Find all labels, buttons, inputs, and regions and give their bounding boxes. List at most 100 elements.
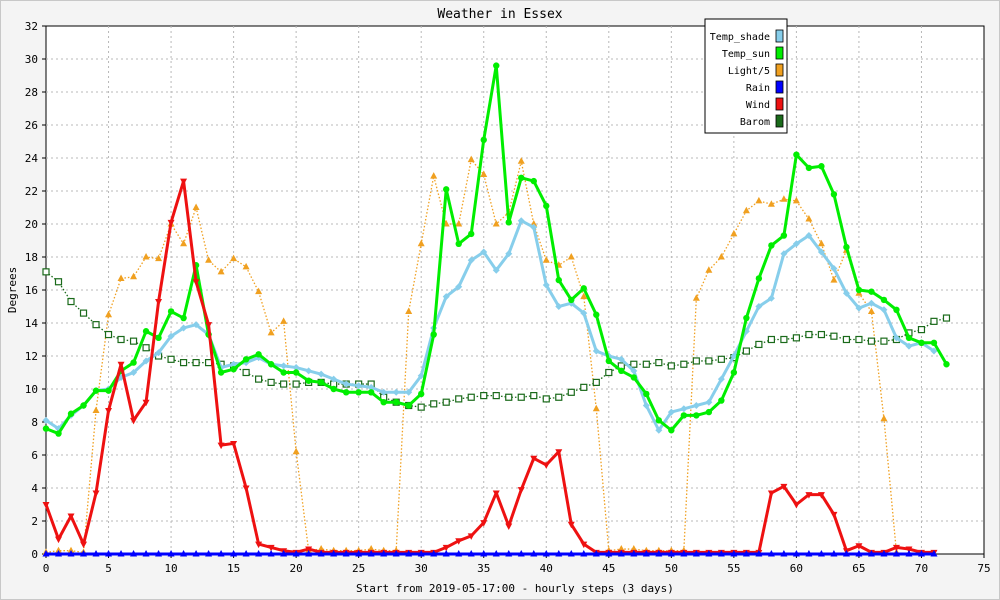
series-barom-point bbox=[542, 395, 550, 403]
series-rain bbox=[42, 550, 938, 557]
series-barom-point bbox=[580, 383, 588, 391]
series-rain-point bbox=[717, 550, 725, 557]
series-light-5-point bbox=[880, 414, 888, 422]
series-rain-point bbox=[817, 550, 825, 557]
series-light-5-point bbox=[455, 220, 463, 227]
series-wind-point bbox=[442, 544, 450, 552]
series-wind-point bbox=[80, 541, 88, 549]
legend-box bbox=[704, 18, 788, 134]
series-barom-point bbox=[505, 393, 513, 401]
series-temp-sun-point bbox=[280, 369, 287, 376]
legend-swatch bbox=[775, 80, 784, 94]
series-wind-point bbox=[492, 490, 500, 497]
series-light-5-point bbox=[730, 229, 738, 237]
series-rain-point bbox=[780, 550, 788, 557]
series-light-5-point bbox=[255, 287, 263, 295]
legend-swatch bbox=[775, 114, 784, 128]
series-group bbox=[42, 62, 951, 557]
series-barom-point bbox=[480, 392, 488, 400]
series-wind-point bbox=[155, 299, 163, 306]
series-rain-point bbox=[555, 550, 563, 557]
series-wind-point bbox=[192, 279, 200, 286]
series-barom-point bbox=[192, 359, 200, 367]
series-rain-point bbox=[142, 550, 150, 557]
series-temp-shade-point bbox=[280, 362, 288, 370]
series-rain-point bbox=[80, 550, 88, 557]
series-temp-shade-point bbox=[717, 375, 725, 383]
series-rain-point bbox=[342, 550, 350, 557]
series-barom-point bbox=[642, 360, 650, 368]
series-temp-sun-point bbox=[267, 361, 275, 368]
series-rain-point bbox=[117, 550, 125, 557]
series-light-5-point bbox=[430, 172, 438, 179]
series-rain-point bbox=[417, 550, 425, 557]
series-light-5-point bbox=[692, 294, 700, 301]
series-temp-shade-point bbox=[392, 388, 400, 396]
series-rain-point bbox=[355, 550, 363, 557]
series-barom-point bbox=[680, 360, 688, 368]
series-temp-sun-point bbox=[718, 397, 725, 404]
series-barom-point bbox=[292, 380, 300, 388]
x-tick-label: 30 bbox=[415, 562, 428, 575]
series-temp-shade-point bbox=[380, 388, 388, 396]
x-tick-label: 20 bbox=[290, 562, 303, 575]
series-rain-point bbox=[605, 550, 613, 557]
series-wind-point bbox=[792, 502, 800, 509]
series-light-5-point bbox=[142, 253, 150, 260]
series-rain-point bbox=[567, 550, 575, 557]
series-rain-point bbox=[505, 550, 513, 557]
series-temp-sun-point bbox=[92, 387, 100, 394]
series-barom-point bbox=[830, 332, 838, 340]
series-wind-point bbox=[830, 511, 838, 519]
series-temp-shade-point bbox=[655, 426, 663, 434]
legend-swatch bbox=[775, 46, 784, 60]
series-temp-shade-point bbox=[642, 402, 650, 409]
series-barom-point bbox=[42, 268, 50, 276]
series-wind-point bbox=[480, 520, 488, 527]
x-tick-label: 45 bbox=[602, 562, 615, 575]
series-rain-point bbox=[280, 550, 288, 557]
series-temp-sun-point bbox=[130, 359, 137, 366]
series-barom-point bbox=[867, 337, 876, 345]
series-temp-shade-point bbox=[505, 250, 513, 258]
y-tick-label: 6 bbox=[31, 449, 38, 462]
series-wind-point bbox=[255, 541, 263, 549]
series-temp-sun-point bbox=[843, 243, 850, 251]
series-temp-shade-point bbox=[467, 256, 475, 264]
series-wind-point bbox=[542, 462, 550, 469]
legend-label: Temp_shade bbox=[710, 32, 770, 43]
series-light-5-point bbox=[567, 253, 575, 260]
y-tick-label: 16 bbox=[25, 284, 38, 297]
series-temp-sun-point bbox=[593, 311, 600, 318]
y-tick-label: 30 bbox=[25, 53, 38, 66]
series-temp-shade-point bbox=[630, 367, 638, 375]
series-temp-sun-point bbox=[255, 351, 262, 358]
series-temp-sun-point bbox=[555, 276, 562, 284]
series-rain-point bbox=[492, 550, 500, 557]
y-tick-label: 24 bbox=[25, 152, 39, 165]
series-wind-point bbox=[517, 487, 525, 494]
series-temp-sun-point bbox=[880, 296, 888, 304]
series-temp-sun-point bbox=[780, 232, 788, 239]
series-temp-shade-point bbox=[142, 357, 150, 365]
series-light-5-point bbox=[705, 266, 713, 273]
series-temp-sun-point bbox=[518, 174, 525, 181]
series-barom-point bbox=[79, 309, 88, 317]
series-light-5-point bbox=[517, 157, 525, 164]
series-light-5-point bbox=[467, 155, 475, 163]
series-light-5-point bbox=[280, 317, 288, 324]
series-rain-point bbox=[155, 550, 163, 557]
series-temp-shade-point bbox=[692, 402, 700, 409]
legend-label: Light/5 bbox=[728, 66, 770, 77]
series-temp-shade-point bbox=[167, 332, 175, 340]
series-rain-point bbox=[530, 550, 538, 557]
series-rain-point bbox=[880, 550, 888, 557]
y-tick-label: 4 bbox=[31, 482, 38, 495]
series-barom-point bbox=[742, 347, 750, 355]
series-temp-sun-point bbox=[317, 379, 325, 386]
series-rain-point bbox=[842, 550, 850, 557]
series-wind-point bbox=[530, 455, 538, 463]
series-temp-shade-point bbox=[42, 416, 50, 424]
series-temp-shade-point bbox=[317, 370, 325, 378]
series-temp-sun-point bbox=[180, 314, 187, 322]
